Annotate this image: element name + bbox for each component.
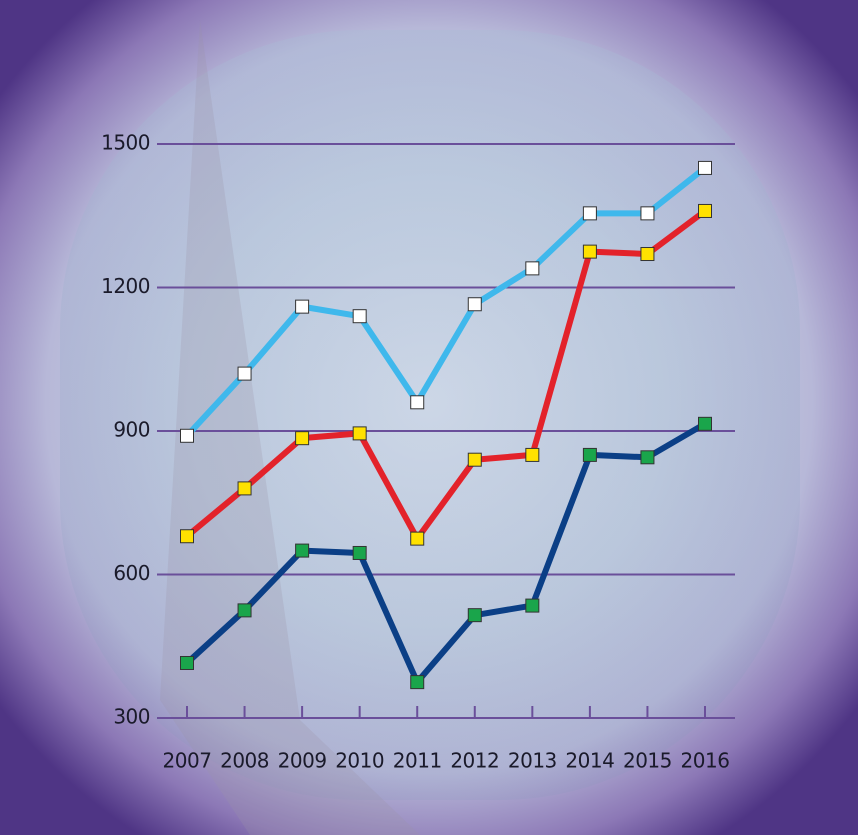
plot-area: 300 600 900 1200 1500 2007 2008 2009 2010 2011 201…	[101, 131, 735, 773]
point-marker	[525, 598, 540, 613]
point-marker	[237, 366, 252, 381]
point-marker	[295, 543, 310, 558]
point-marker	[525, 261, 540, 276]
point-marker	[410, 395, 425, 410]
series-line	[184, 421, 707, 686]
point-marker	[640, 206, 655, 221]
point-marker	[295, 299, 310, 314]
point-marker	[352, 426, 367, 441]
y-tick-label: 300	[113, 705, 150, 729]
series-line	[184, 165, 707, 438]
y-tick-label: 900	[113, 418, 150, 442]
point-marker	[640, 450, 655, 465]
point-marker	[410, 531, 425, 546]
point-marker	[698, 203, 712, 218]
point-marker	[180, 655, 194, 670]
point-marker	[410, 675, 425, 690]
series-line	[185, 208, 707, 542]
point-marker	[640, 247, 655, 262]
point-marker	[467, 297, 482, 312]
y-tick-label: 1500	[101, 131, 150, 155]
point-marker	[237, 481, 252, 496]
x-tick-label: 2014	[565, 749, 614, 773]
x-tick-label: 2009	[278, 749, 327, 773]
x-tick-label: 2008	[220, 749, 269, 773]
y-tick-label: 600	[113, 561, 150, 585]
x-tick-label: 2013	[508, 749, 557, 773]
point-marker	[525, 447, 540, 462]
point-marker	[582, 447, 597, 462]
x-tick-label: 2012	[450, 749, 499, 773]
point-marker	[180, 529, 194, 544]
point-marker	[352, 545, 367, 560]
x-tick-label: 2016	[681, 749, 730, 773]
point-marker	[698, 160, 712, 175]
y-tick-label: 1200	[101, 274, 150, 298]
point-marker	[467, 608, 482, 623]
x-tick-label: 2011	[393, 749, 442, 773]
point-marker	[582, 244, 597, 259]
x-tick-label: 2007	[163, 749, 212, 773]
x-tick-label: 2015	[623, 749, 672, 773]
point-marker	[295, 431, 310, 446]
point-marker	[180, 428, 194, 443]
point-marker	[582, 206, 597, 221]
point-marker	[698, 416, 712, 431]
point-marker	[467, 452, 482, 467]
point-marker	[237, 603, 252, 618]
x-tick-label: 2010	[335, 749, 384, 773]
point-marker	[352, 309, 367, 324]
